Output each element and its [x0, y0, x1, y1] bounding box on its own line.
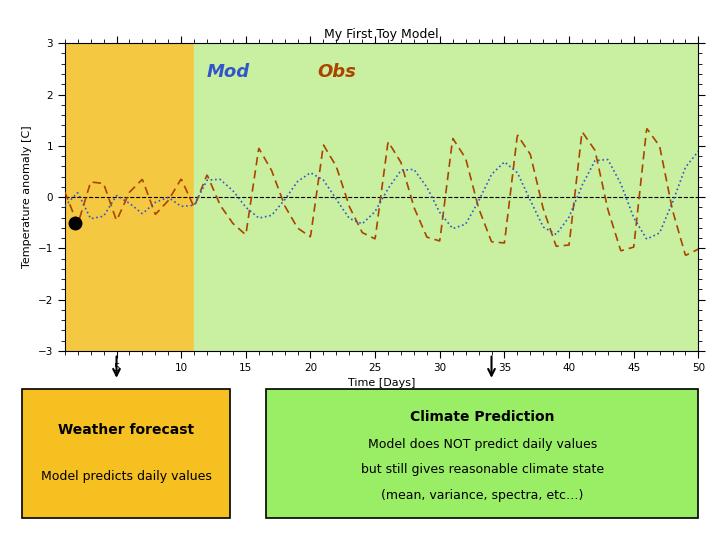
Text: Model does NOT predict daily values: Model does NOT predict daily values: [368, 438, 597, 451]
Text: Model predicts daily values: Model predicts daily values: [40, 470, 212, 483]
Title: My First Toy Model: My First Toy Model: [324, 28, 439, 40]
Text: Weather forecast: Weather forecast: [58, 423, 194, 437]
Text: (mean, variance, spectra, etc…): (mean, variance, spectra, etc…): [381, 489, 584, 502]
Text: Obs: Obs: [317, 63, 356, 80]
Y-axis label: Temperature anomaly [C]: Temperature anomaly [C]: [22, 126, 32, 268]
Bar: [65, 43, 194, 351]
Text: Mod: Mod: [207, 63, 250, 80]
Text: Climate Prediction: Climate Prediction: [410, 410, 554, 424]
Text: but still gives reasonable climate state: but still gives reasonable climate state: [361, 463, 604, 476]
X-axis label: Time [Days]: Time [Days]: [348, 379, 415, 388]
Bar: [194, 43, 698, 351]
